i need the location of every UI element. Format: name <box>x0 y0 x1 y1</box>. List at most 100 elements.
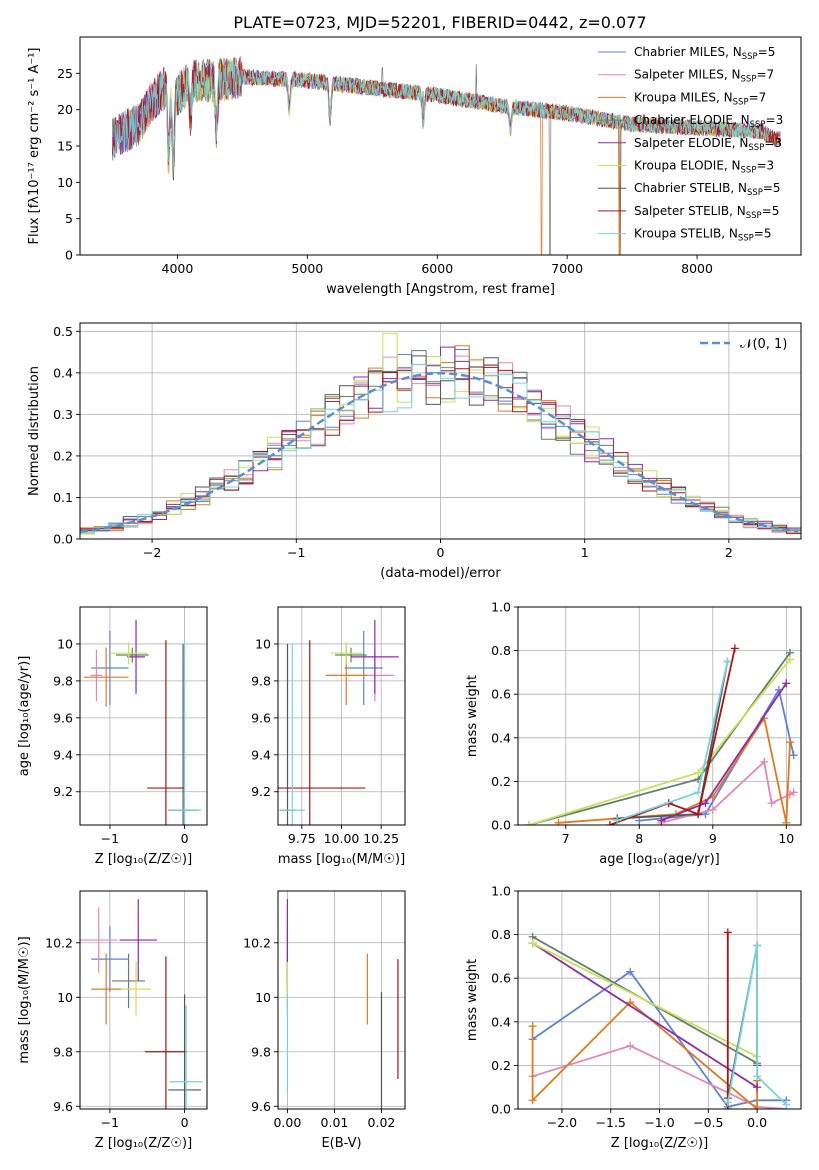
x-tick-label: 9.75 <box>288 831 316 846</box>
errorbar-point <box>169 1005 203 1109</box>
y-tick-label: 0.0 <box>53 532 73 547</box>
errorbar-point <box>80 907 118 973</box>
x-tick-label: −1.5 <box>596 1115 626 1130</box>
y-tick-label: 0.8 <box>491 927 511 942</box>
legend-label: Chabrier ELODIE, NSSP=3 <box>634 113 783 130</box>
y-axis-label: age [log₁₀(age/yr)] <box>17 656 32 777</box>
x-tick-label: 7000 <box>551 261 583 276</box>
y-tick-label: 9.2 <box>53 784 73 799</box>
y-tick-label: 0 <box>65 248 73 263</box>
errorbar-point <box>112 953 145 1009</box>
age_vs_mass-plot-area <box>278 619 399 825</box>
weight-marker <box>753 1072 762 1081</box>
y-tick-label: 9.8 <box>251 1044 271 1059</box>
weight-marker <box>753 1105 762 1109</box>
x-tick-label: 0 <box>437 545 445 560</box>
y-tick-label: 0.8 <box>491 643 511 658</box>
y-tick-label: 9.8 <box>53 673 73 688</box>
x-tick-label: 8000 <box>681 261 713 276</box>
residual-hist-stelib-chabrier <box>80 355 801 531</box>
y-tick-label: 10.2 <box>45 935 73 950</box>
x-tick-label: 4000 <box>162 261 194 276</box>
weight-marker <box>657 816 666 825</box>
weight_vs_Z-panel: −2.0 −1.5 −1.0 −0.5 0.0 0.0 0.2 0.4 0.6 0.8 1.0 Z [… <box>465 884 802 1151</box>
y-tick-label: 10 <box>255 636 271 651</box>
axes-frame <box>79 36 802 256</box>
x-axis-label: Z [log₁₀(Z/Z☉)] <box>95 1136 192 1151</box>
x-axis-label: mass [log₁₀(M/M☉)] <box>278 852 405 867</box>
errorbar-point <box>91 926 129 992</box>
axes-frame <box>517 606 802 826</box>
y-tick-label: 0.1 <box>53 490 73 505</box>
y-tick-label: 10 <box>255 990 271 1005</box>
errorbar-point <box>144 956 187 1109</box>
x-tick-label: −2 <box>143 545 161 560</box>
x-tick-label: −1.0 <box>644 1115 674 1130</box>
errorbar-point <box>90 649 103 702</box>
weight-marker <box>753 941 762 950</box>
y-tick-label: 0.5 <box>53 324 73 339</box>
errorbar-point <box>344 631 383 705</box>
y-tick-label: 9.8 <box>53 1044 73 1059</box>
weight-marker <box>782 679 791 688</box>
spectrum-legend: Chabrier MILES, NSSP=5 Salpeter MILES, NS… <box>598 45 783 244</box>
weight-series-miles-salpeter <box>532 1044 787 1109</box>
weight-marker <box>723 928 732 937</box>
weight-marker <box>782 1100 791 1109</box>
x-axis-label: age [log₁₀(age/yr)] <box>599 852 720 867</box>
x-axis-label: E(B-V) <box>321 1136 361 1151</box>
errorbar-point <box>168 643 202 825</box>
y-tick-label: 0.2 <box>491 1058 511 1073</box>
x-tick-label: 10.25 <box>363 831 399 846</box>
x-tick-label: −1 <box>101 1115 119 1130</box>
x-tick-label: 2 <box>725 545 733 560</box>
spectrum-plot-area <box>112 56 781 255</box>
errorbar-point <box>335 647 367 663</box>
figure-title: PLATE=0723, MJD=52201, FIBERID=0442, z=0… <box>233 13 646 32</box>
y-tick-label: 0.6 <box>491 687 511 702</box>
x-tick-label: 0 <box>181 831 189 846</box>
legend-label: Kroupa STELIB, NSSP=5 <box>634 227 772 244</box>
x-tick-label: 9 <box>709 831 717 846</box>
weight-marker <box>782 818 791 825</box>
weight_vs_age-plot-area <box>525 644 798 825</box>
weight-marker <box>767 799 776 808</box>
weight-series-elodie-kroupa <box>532 942 758 1058</box>
weight-marker <box>694 810 703 819</box>
y-tick-label: 10 <box>57 990 73 1005</box>
y-tick-label: 1.0 <box>491 884 511 899</box>
y-tick-label: 9.6 <box>251 1099 271 1114</box>
errorbar-point <box>127 619 145 694</box>
y-tick-label: 9.6 <box>251 710 271 725</box>
legend-label: Salpeter ELODIE, NSSP=3 <box>634 136 782 153</box>
x-tick-label: 5000 <box>291 261 323 276</box>
residual-hist-elodie-kroupa <box>80 332 801 535</box>
y-tick-label: 0.4 <box>53 365 73 380</box>
age_vs_Z-plot-area <box>83 619 202 825</box>
x-tick-label: −0.5 <box>693 1115 723 1130</box>
y-tick-label: 9.4 <box>53 747 73 762</box>
mass_vs_ebv-panel: 0.00 0.01 0.02 9.6 9.8 10 10.2 E(B-V) <box>243 890 406 1151</box>
x-tick-label: 7 <box>562 831 570 846</box>
x-tick-label: 0.01 <box>321 1115 349 1130</box>
axes-frame <box>79 606 208 826</box>
axes-frame <box>79 322 802 540</box>
errorbar-point <box>351 619 399 694</box>
y-tick-label: 10 <box>57 636 73 651</box>
y-tick-label: 20 <box>57 102 73 117</box>
spectrum-panel: 4000 5000 6000 7000 8000 0 5 10 15 20 25 wavelength… <box>27 36 802 297</box>
x-tick-label: −2.0 <box>547 1115 577 1130</box>
weight-marker <box>789 788 798 797</box>
legend-label: 𝒩(0, 1) <box>740 337 787 352</box>
x-tick-label: −1 <box>287 545 305 560</box>
legend-label: Chabrier STELIB, NSSP=5 <box>634 181 781 198</box>
weight-marker <box>753 1083 762 1092</box>
weight-marker <box>730 644 739 653</box>
weight-marker <box>528 1096 537 1105</box>
y-tick-label: 10.2 <box>243 935 271 950</box>
y-axis-label: Flux [fλ10⁻¹⁷ erg cm⁻² s⁻¹ A⁻¹] <box>27 48 42 245</box>
weight-marker <box>694 768 703 777</box>
y-tick-label: 9.6 <box>53 1099 73 1114</box>
y-tick-label: 0.3 <box>53 407 73 422</box>
y-tick-label: 0.0 <box>491 818 511 833</box>
